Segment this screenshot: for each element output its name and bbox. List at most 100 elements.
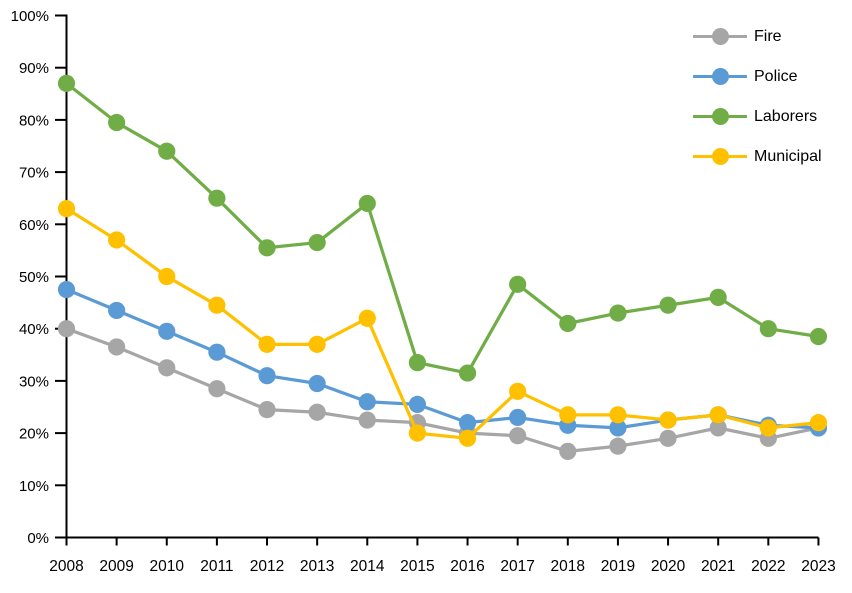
x-tick-label: 2017 xyxy=(500,558,534,575)
x-tick-label: 2012 xyxy=(250,558,284,575)
y-tick-label: 10% xyxy=(19,478,49,495)
x-tick-label: 2015 xyxy=(400,558,434,575)
municipal-point-2016 xyxy=(458,429,477,447)
fire-point-2008 xyxy=(57,320,76,338)
laborers-point-2016 xyxy=(458,364,477,382)
fire-point-2011 xyxy=(208,380,226,398)
municipal-point-2019 xyxy=(609,406,627,424)
legend-label-fire: Fire xyxy=(754,27,782,45)
municipal-point-2017 xyxy=(509,382,527,400)
legend-item-police: Police xyxy=(693,68,822,85)
legend-item-municipal: Municipal xyxy=(693,148,822,165)
municipal-point-2009 xyxy=(108,231,126,249)
municipal-point-2022 xyxy=(759,419,777,437)
police-point-2010 xyxy=(158,322,176,340)
legend-label-police: Police xyxy=(754,67,798,85)
x-tick-label: 2008 xyxy=(49,558,83,575)
fire-point-2020 xyxy=(659,429,677,447)
municipal-point-2014 xyxy=(358,309,376,327)
police-point-2019 xyxy=(609,419,627,437)
municipal-line-marker-icon xyxy=(693,148,747,165)
y-tick-label: 90% xyxy=(19,60,49,77)
police-point-2011 xyxy=(208,343,226,361)
laborers-point-2023 xyxy=(809,327,828,346)
municipal-point-2015 xyxy=(408,424,427,442)
axes xyxy=(55,14,820,546)
legend-label-municipal: Municipal xyxy=(754,147,822,165)
laborers-point-2011 xyxy=(208,189,226,207)
fire-point-2009 xyxy=(108,338,126,356)
x-tick-label: 2018 xyxy=(551,558,585,575)
y-tick-label: 30% xyxy=(19,373,49,390)
laborers-line xyxy=(64,81,821,375)
y-tick-label: 0% xyxy=(27,530,49,547)
x-tick-label: 2013 xyxy=(300,558,334,575)
fire-point-2017 xyxy=(509,427,527,445)
x-tick-label: 2014 xyxy=(350,558,385,575)
y-tick-label: 100% xyxy=(11,8,49,25)
y-tick-label: 20% xyxy=(19,426,49,443)
legend-label-laborers: Laborers xyxy=(754,107,818,125)
fire-point-2010 xyxy=(158,359,176,377)
municipal-line xyxy=(64,207,821,440)
laborers-point-2022 xyxy=(759,320,777,338)
fire-point-2013 xyxy=(308,403,326,421)
municipal-point-2011 xyxy=(208,296,226,314)
laborers-point-2013 xyxy=(308,233,326,252)
x-tick-label: 2021 xyxy=(701,558,735,575)
y-tick-label: 80% xyxy=(19,112,49,129)
y-tick-label: 50% xyxy=(19,269,49,286)
laborers-point-2018 xyxy=(559,314,577,333)
police-point-2016 xyxy=(458,414,477,432)
police-point-2009 xyxy=(108,301,126,320)
series-laborers xyxy=(57,74,828,382)
police-point-2012 xyxy=(258,367,276,385)
x-tick-label: 2023 xyxy=(801,558,835,575)
police-point-2008 xyxy=(57,280,76,299)
laborers-point-2019 xyxy=(609,304,627,322)
series-municipal xyxy=(57,200,828,447)
fire-point-2019 xyxy=(609,437,627,455)
fire-line-marker-icon xyxy=(693,28,747,45)
series-fire xyxy=(57,320,828,460)
fire-point-2012 xyxy=(258,401,276,419)
police-line xyxy=(64,287,821,430)
x-tick-label: 2019 xyxy=(601,558,635,575)
x-tick-label: 2016 xyxy=(450,558,484,575)
municipal-point-2013 xyxy=(308,335,326,353)
police-point-2015 xyxy=(408,395,427,413)
x-tick-label: 2020 xyxy=(651,558,686,575)
laborers-point-2014 xyxy=(358,194,376,213)
laborers-point-2020 xyxy=(659,296,677,314)
chart-legend: Fire Police Laborers Municipal xyxy=(693,28,822,188)
municipal-point-2021 xyxy=(709,406,727,424)
laborers-point-2021 xyxy=(709,288,727,306)
municipal-point-2020 xyxy=(659,411,677,429)
laborers-point-2017 xyxy=(509,275,527,293)
fire-point-2018 xyxy=(559,442,577,460)
laborers-point-2008 xyxy=(57,74,76,92)
fire-point-2021 xyxy=(709,419,727,437)
axis-labels: 0% 10% 20% 30% 40% 50% 60% 70% 80% 90% 100% 2008 200… xyxy=(11,8,836,575)
laborers-point-2012 xyxy=(258,239,276,257)
municipal-point-2010 xyxy=(158,267,176,286)
legend-item-fire: Fire xyxy=(693,28,822,45)
municipal-point-2012 xyxy=(258,335,276,353)
police-point-2017 xyxy=(509,408,527,427)
police-point-2014 xyxy=(358,393,376,411)
laborers-point-2009 xyxy=(108,113,126,132)
municipal-point-2023 xyxy=(809,414,828,432)
laborers-point-2010 xyxy=(158,142,176,160)
police-line-marker-icon xyxy=(693,68,747,85)
laborers-point-2015 xyxy=(408,354,427,372)
y-tick-label: 60% xyxy=(19,217,49,234)
y-tick-label: 40% xyxy=(19,321,49,338)
fire-point-2014 xyxy=(358,411,376,429)
police-point-2013 xyxy=(308,374,326,393)
x-tick-label: 2010 xyxy=(150,558,185,575)
municipal-point-2018 xyxy=(559,406,577,424)
legend-item-laborers: Laborers xyxy=(693,108,822,125)
x-tick-label: 2009 xyxy=(99,558,133,575)
